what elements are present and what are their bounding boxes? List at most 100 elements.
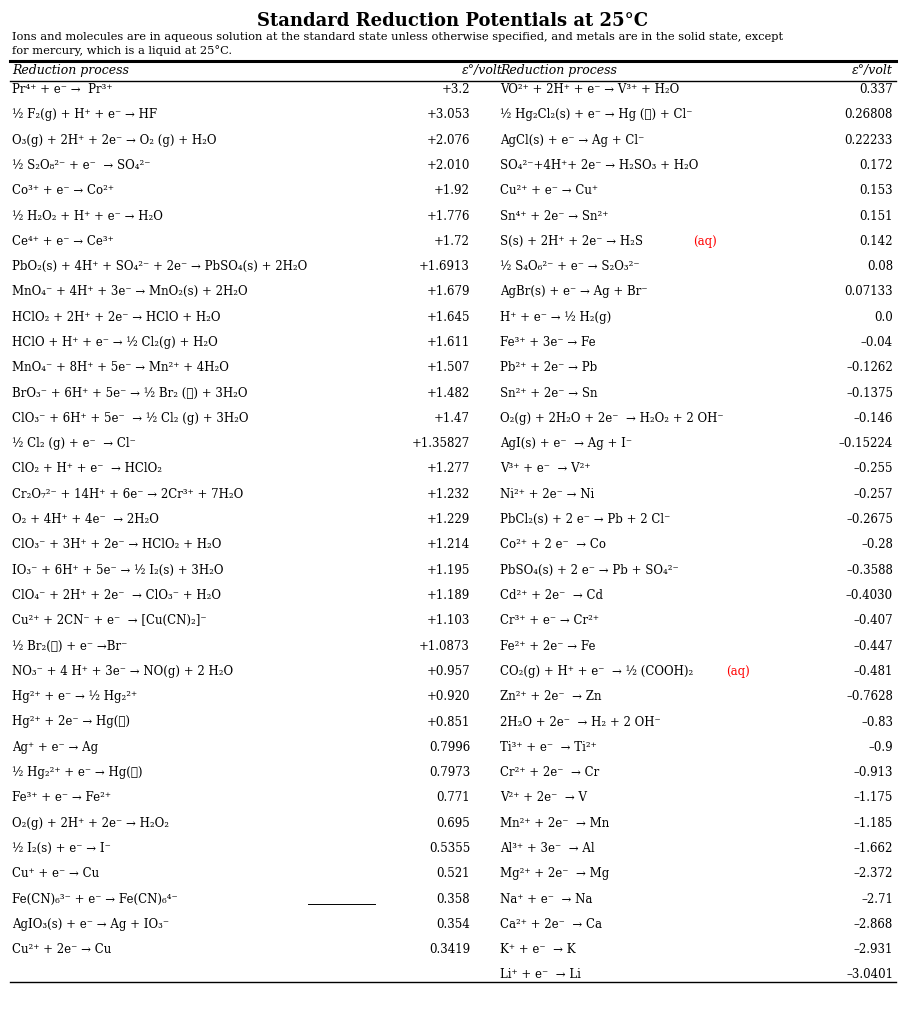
Text: O₃(g) + 2H⁺ + 2e⁻ → O₂ (g) + H₂O: O₃(g) + 2H⁺ + 2e⁻ → O₂ (g) + H₂O bbox=[12, 133, 217, 146]
Text: H⁺ + e⁻ → ½ H₂(g): H⁺ + e⁻ → ½ H₂(g) bbox=[500, 310, 612, 324]
Text: AgCl(s) + e⁻ → Ag + Cl⁻: AgCl(s) + e⁻ → Ag + Cl⁻ bbox=[500, 133, 644, 146]
Text: MnO₄⁻ + 8H⁺ + 5e⁻ → Mn²⁺ + 4H₂O: MnO₄⁻ + 8H⁺ + 5e⁻ → Mn²⁺ + 4H₂O bbox=[12, 361, 229, 375]
Text: Ni²⁺ + 2e⁻ → Ni: Ni²⁺ + 2e⁻ → Ni bbox=[500, 487, 594, 501]
Text: Al³⁺ + 3e⁻  → Al: Al³⁺ + 3e⁻ → Al bbox=[500, 842, 594, 855]
Text: Ce⁴⁺ + e⁻ → Ce³⁺: Ce⁴⁺ + e⁻ → Ce³⁺ bbox=[12, 234, 114, 248]
Text: ε°/volt: ε°/volt bbox=[462, 63, 503, 77]
Text: +1.214: +1.214 bbox=[427, 539, 470, 551]
Text: Ti³⁺ + e⁻  → Ti²⁺: Ti³⁺ + e⁻ → Ti²⁺ bbox=[500, 740, 597, 754]
Text: 0.22233: 0.22233 bbox=[844, 133, 893, 146]
Text: 0.7973: 0.7973 bbox=[429, 766, 470, 779]
Text: PbCl₂(s) + 2 e⁻ → Pb + 2 Cl⁻: PbCl₂(s) + 2 e⁻ → Pb + 2 Cl⁻ bbox=[500, 513, 670, 526]
Text: 0.695: 0.695 bbox=[437, 817, 470, 829]
Text: –0.15224: –0.15224 bbox=[839, 437, 893, 451]
Text: PbO₂(s) + 4H⁺ + SO₄²⁻ + 2e⁻ → PbSO₄(s) + 2H₂O: PbO₂(s) + 4H⁺ + SO₄²⁻ + 2e⁻ → PbSO₄(s) +… bbox=[12, 260, 307, 273]
Text: (aq): (aq) bbox=[693, 234, 717, 248]
Text: Cu²⁺ + 2e⁻ → Cu: Cu²⁺ + 2e⁻ → Cu bbox=[12, 943, 111, 956]
Text: ½ H₂O₂ + H⁺ + e⁻ → H₂O: ½ H₂O₂ + H⁺ + e⁻ → H₂O bbox=[12, 210, 163, 222]
Text: AgBr(s) + e⁻ → Ag + Br⁻: AgBr(s) + e⁻ → Ag + Br⁻ bbox=[500, 286, 648, 298]
Text: VO²⁺ + 2H⁺ + e⁻ → V³⁺ + H₂O: VO²⁺ + 2H⁺ + e⁻ → V³⁺ + H₂O bbox=[500, 83, 680, 96]
Text: –0.146: –0.146 bbox=[853, 412, 893, 425]
Text: 0.337: 0.337 bbox=[859, 83, 893, 96]
Text: +1.47: +1.47 bbox=[434, 412, 470, 425]
Text: 0.358: 0.358 bbox=[437, 893, 470, 905]
Text: PbSO₄(s) + 2 e⁻ → Pb + SO₄²⁻: PbSO₄(s) + 2 e⁻ → Pb + SO₄²⁻ bbox=[500, 563, 679, 577]
Text: Cu⁺ + e⁻ → Cu: Cu⁺ + e⁻ → Cu bbox=[12, 867, 99, 881]
Text: Mn²⁺ + 2e⁻  → Mn: Mn²⁺ + 2e⁻ → Mn bbox=[500, 817, 609, 829]
Text: K⁺ + e⁻  → K: K⁺ + e⁻ → K bbox=[500, 943, 575, 956]
Text: 0.5355: 0.5355 bbox=[429, 842, 470, 855]
Text: ε°/volt: ε°/volt bbox=[853, 63, 893, 77]
Text: –0.3588: –0.3588 bbox=[846, 563, 893, 577]
Text: –2.372: –2.372 bbox=[853, 867, 893, 881]
Text: +1.195: +1.195 bbox=[427, 563, 470, 577]
Text: –0.83: –0.83 bbox=[861, 716, 893, 728]
Text: –0.7628: –0.7628 bbox=[846, 690, 893, 703]
Text: –1.185: –1.185 bbox=[853, 817, 893, 829]
Text: 0.07133: 0.07133 bbox=[844, 286, 893, 298]
Text: +1.232: +1.232 bbox=[427, 487, 470, 501]
Text: 0.08: 0.08 bbox=[867, 260, 893, 273]
Text: –2.868: –2.868 bbox=[853, 918, 893, 931]
Text: Co³⁺ + e⁻ → Co²⁺: Co³⁺ + e⁻ → Co²⁺ bbox=[12, 184, 114, 198]
Text: 0.26808: 0.26808 bbox=[844, 109, 893, 121]
Text: ClO₃⁻ + 6H⁺ + 5e⁻  → ½ Cl₂ (g) + 3H₂O: ClO₃⁻ + 6H⁺ + 5e⁻ → ½ Cl₂ (g) + 3H₂O bbox=[12, 412, 248, 425]
Text: –2.931: –2.931 bbox=[853, 943, 893, 956]
Text: Fe²⁺ + 2e⁻ → Fe: Fe²⁺ + 2e⁻ → Fe bbox=[500, 640, 595, 652]
Text: +2.076: +2.076 bbox=[427, 133, 470, 146]
Text: 0.142: 0.142 bbox=[860, 234, 893, 248]
Text: V²⁺ + 2e⁻  → V: V²⁺ + 2e⁻ → V bbox=[500, 792, 587, 805]
Text: ½ Cl₂ (g) + e⁻  → Cl⁻: ½ Cl₂ (g) + e⁻ → Cl⁻ bbox=[12, 437, 136, 451]
Text: Cu²⁺ + e⁻ → Cu⁺: Cu²⁺ + e⁻ → Cu⁺ bbox=[500, 184, 598, 198]
Text: +1.103: +1.103 bbox=[427, 614, 470, 628]
Text: +1.6913: +1.6913 bbox=[419, 260, 470, 273]
Text: ½ I₂(s) + e⁻ → I⁻: ½ I₂(s) + e⁻ → I⁻ bbox=[12, 842, 111, 855]
Text: NO₃⁻ + 4 H⁺ + 3e⁻ → NO(g) + 2 H₂O: NO₃⁻ + 4 H⁺ + 3e⁻ → NO(g) + 2 H₂O bbox=[12, 665, 233, 678]
Text: Reduction process: Reduction process bbox=[12, 63, 129, 77]
Text: ½ Hg₂Cl₂(s) + e⁻ → Hg (ℓ) + Cl⁻: ½ Hg₂Cl₂(s) + e⁻ → Hg (ℓ) + Cl⁻ bbox=[500, 109, 692, 121]
Text: –0.2675: –0.2675 bbox=[846, 513, 893, 526]
Text: +1.92: +1.92 bbox=[434, 184, 470, 198]
Text: +1.645: +1.645 bbox=[427, 310, 470, 324]
Text: ½ Br₂(ℓ) + e⁻ →Br⁻: ½ Br₂(ℓ) + e⁻ →Br⁻ bbox=[12, 640, 128, 652]
Text: –0.255: –0.255 bbox=[853, 463, 893, 475]
Text: –0.447: –0.447 bbox=[853, 640, 893, 652]
Text: O₂(g) + 2H₂O + 2e⁻  → H₂O₂ + 2 OH⁻: O₂(g) + 2H₂O + 2e⁻ → H₂O₂ + 2 OH⁻ bbox=[500, 412, 724, 425]
Text: MnO₄⁻ + 4H⁺ + 3e⁻ → MnO₂(s) + 2H₂O: MnO₄⁻ + 4H⁺ + 3e⁻ → MnO₂(s) + 2H₂O bbox=[12, 286, 247, 298]
Text: AgIO₃(s) + e⁻ → Ag + IO₃⁻: AgIO₃(s) + e⁻ → Ag + IO₃⁻ bbox=[12, 918, 169, 931]
Text: Cu²⁺ + 2CN⁻ + e⁻  → [Cu(CN)₂]⁻: Cu²⁺ + 2CN⁻ + e⁻ → [Cu(CN)₂]⁻ bbox=[12, 614, 207, 628]
Text: Fe³⁺ + 3e⁻ → Fe: Fe³⁺ + 3e⁻ → Fe bbox=[500, 336, 595, 349]
Text: +0.957: +0.957 bbox=[427, 665, 470, 678]
Text: +1.611: +1.611 bbox=[427, 336, 470, 349]
Text: 0.151: 0.151 bbox=[860, 210, 893, 222]
Text: 0.521: 0.521 bbox=[437, 867, 470, 881]
Text: +1.679: +1.679 bbox=[427, 286, 470, 298]
Text: ClO₂ + H⁺ + e⁻  → HClO₂: ClO₂ + H⁺ + e⁻ → HClO₂ bbox=[12, 463, 162, 475]
Text: 2H₂O + 2e⁻  → H₂ + 2 OH⁻: 2H₂O + 2e⁻ → H₂ + 2 OH⁻ bbox=[500, 716, 660, 728]
Text: Hg²⁺ + 2e⁻ → Hg(ℓ): Hg²⁺ + 2e⁻ → Hg(ℓ) bbox=[12, 716, 130, 728]
Text: Cr³⁺ + e⁻ → Cr²⁺: Cr³⁺ + e⁻ → Cr²⁺ bbox=[500, 614, 599, 628]
Text: –0.257: –0.257 bbox=[853, 487, 893, 501]
Text: +1.776: +1.776 bbox=[427, 210, 470, 222]
Text: +1.189: +1.189 bbox=[427, 589, 470, 602]
Text: +1.72: +1.72 bbox=[434, 234, 470, 248]
Text: Fe³⁺ + e⁻ → Fe²⁺: Fe³⁺ + e⁻ → Fe²⁺ bbox=[12, 792, 111, 805]
Text: –1.175: –1.175 bbox=[853, 792, 893, 805]
Text: Reduction process: Reduction process bbox=[500, 63, 617, 77]
Text: –2.71: –2.71 bbox=[861, 893, 893, 905]
Text: O₂(g) + 2H⁺ + 2e⁻ → H₂O₂: O₂(g) + 2H⁺ + 2e⁻ → H₂O₂ bbox=[12, 817, 169, 829]
Text: –0.4030: –0.4030 bbox=[846, 589, 893, 602]
Text: O₂ + 4H⁺ + 4e⁻  → 2H₂O: O₂ + 4H⁺ + 4e⁻ → 2H₂O bbox=[12, 513, 159, 526]
Text: –0.481: –0.481 bbox=[853, 665, 893, 678]
Text: AgI(s) + e⁻  → Ag + I⁻: AgI(s) + e⁻ → Ag + I⁻ bbox=[500, 437, 632, 451]
Text: –1.662: –1.662 bbox=[853, 842, 893, 855]
Text: Hg²⁺ + e⁻ → ½ Hg₂²⁺: Hg²⁺ + e⁻ → ½ Hg₂²⁺ bbox=[12, 690, 137, 703]
Text: ½ F₂(g) + H⁺ + e⁻ → HF: ½ F₂(g) + H⁺ + e⁻ → HF bbox=[12, 109, 157, 121]
Text: Zn²⁺ + 2e⁻  → Zn: Zn²⁺ + 2e⁻ → Zn bbox=[500, 690, 602, 703]
Text: SO₄²⁻+4H⁺+ 2e⁻ → H₂SO₃ + H₂O: SO₄²⁻+4H⁺+ 2e⁻ → H₂SO₃ + H₂O bbox=[500, 159, 699, 172]
Text: –3.0401: –3.0401 bbox=[846, 969, 893, 981]
Text: +1.229: +1.229 bbox=[427, 513, 470, 526]
Text: ½ Hg₂²⁺ + e⁻ → Hg(ℓ): ½ Hg₂²⁺ + e⁻ → Hg(ℓ) bbox=[12, 766, 142, 779]
Text: +1.35827: +1.35827 bbox=[411, 437, 470, 451]
Text: –0.1262: –0.1262 bbox=[846, 361, 893, 375]
